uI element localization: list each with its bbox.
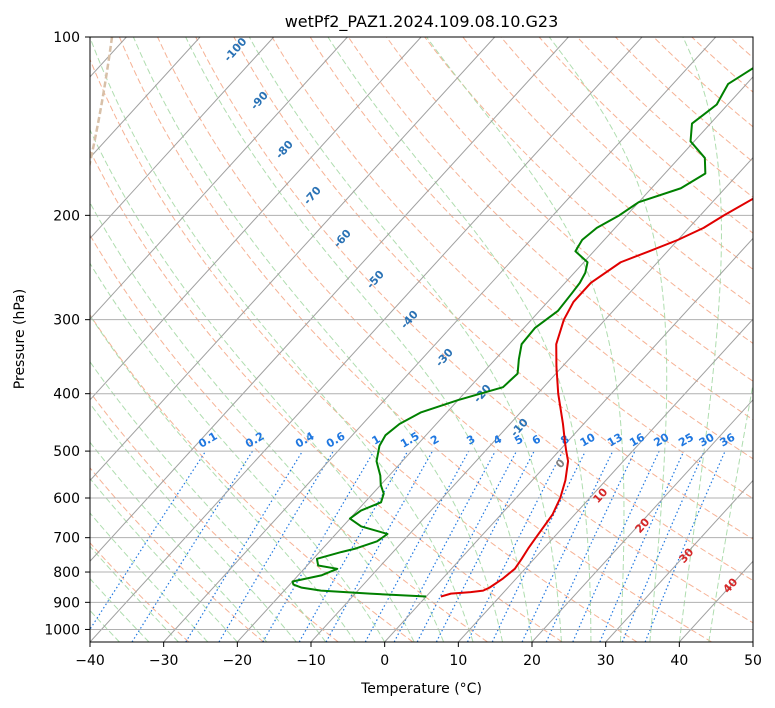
profile-lines [291,66,753,598]
moist-adiabat [90,128,445,642]
isotherm [236,76,753,642]
y-tick-label: 400 [53,387,80,403]
y-tick-label: 200 [53,208,80,224]
mixing-ratio-line [262,450,375,642]
x-tick-label: 20 [523,653,541,669]
mixing-ratio-line [545,450,636,642]
dry-adiabat [233,37,753,540]
isobars [90,37,753,630]
dry-adiabat [90,234,488,642]
x-tick-label: 30 [597,653,615,669]
dry-adiabat [271,37,753,500]
x-tick-label: −30 [149,653,179,669]
chart-title: wetPf2_PAZ1.2024.109.08.10.G23 [285,12,559,32]
moist-adiabat [185,37,533,642]
dry-adiabat [90,149,563,642]
y-tick-label: 1000 [44,622,80,638]
mixing-ratio-line [572,450,660,642]
mixing-ratio-line [364,450,470,642]
y-tick-label: 500 [53,444,80,460]
isotherm [90,37,348,320]
mixing-ratio-line [325,450,434,642]
isotherm [90,37,201,159]
moist-adiabat [90,262,386,642]
mixing-ratio-line [521,450,614,642]
moist-adiabat [678,37,722,642]
mixing-ratio-line [185,450,304,642]
mixing-ratio-line [621,450,705,642]
isotherm [752,641,753,642]
dry-adiabat [90,58,638,642]
isotherm [310,156,753,642]
x-tick-label: 0 [380,653,389,669]
y-tick-label: 900 [53,595,80,611]
moist-adiabat [90,201,415,642]
moist-adiabat [548,37,668,642]
profile-line [440,197,753,598]
y-tick-label: 300 [53,313,80,329]
y-axis-label: Pressure (hPa) [12,289,28,389]
dry-adiabat [768,37,775,642]
isotherm [90,37,422,401]
dry-adiabat [424,37,753,344]
y-tick-label: 700 [53,531,80,547]
mixing-ratio-line [131,450,254,642]
moist-adiabat [90,402,297,642]
x-tick-label: 10 [449,653,467,669]
isotherm [90,37,643,642]
x-tick-label: −10 [296,653,326,669]
x-tick-label: 40 [670,653,688,669]
isotherm [531,399,753,642]
mixing-ratio-line [298,450,409,642]
x-tick-label: −40 [75,653,105,669]
mixing-ratio-lines [90,450,726,642]
dry-adiabat [90,467,264,642]
isotherm [90,37,569,563]
moist-adiabat [90,37,474,642]
plot-frame [89,36,754,643]
y-axis-ticks: 1000 900 800 700 600 500 400 300 200 100 [44,30,90,638]
isotherm [605,479,753,642]
isotherms [90,37,753,642]
mixing-ratio-line [491,450,586,642]
moist-adiabat [708,381,753,642]
y-tick-label: 600 [53,491,80,507]
x-tick-label: −20 [223,653,253,669]
dry-adiabat [90,314,414,642]
moist-adiabat [90,477,238,642]
moist-adiabat [90,512,209,642]
mixing-ratio-line [644,450,726,642]
dry-adiabat [195,37,753,582]
x-axis-label: Temperature (°C) [360,681,482,697]
dry-adiabat [90,391,339,642]
isotherm [90,37,496,482]
moist-adiabat [132,37,504,642]
isotherm [384,237,753,642]
plot-background [90,37,753,642]
mixing-ratio-line [218,450,334,642]
x-axis-ticks: −40 −30 −20 −10 0 10 20 30 40 50 [75,642,762,669]
moist-adiabat [90,314,356,642]
moist-adiabat [327,37,592,642]
profile-line [291,66,753,598]
x-tick-label: 50 [744,653,762,669]
dry-adiabat [118,37,712,642]
isotherm [457,318,753,642]
y-tick-label: 800 [53,565,80,581]
dry-adiabats [90,37,775,642]
dry-adiabat [157,37,753,624]
isotherm [90,37,275,240]
background-lines [90,37,775,642]
moist-adiabat [90,441,268,642]
y-tick-label: 100 [53,30,80,46]
isotherm [163,37,717,642]
